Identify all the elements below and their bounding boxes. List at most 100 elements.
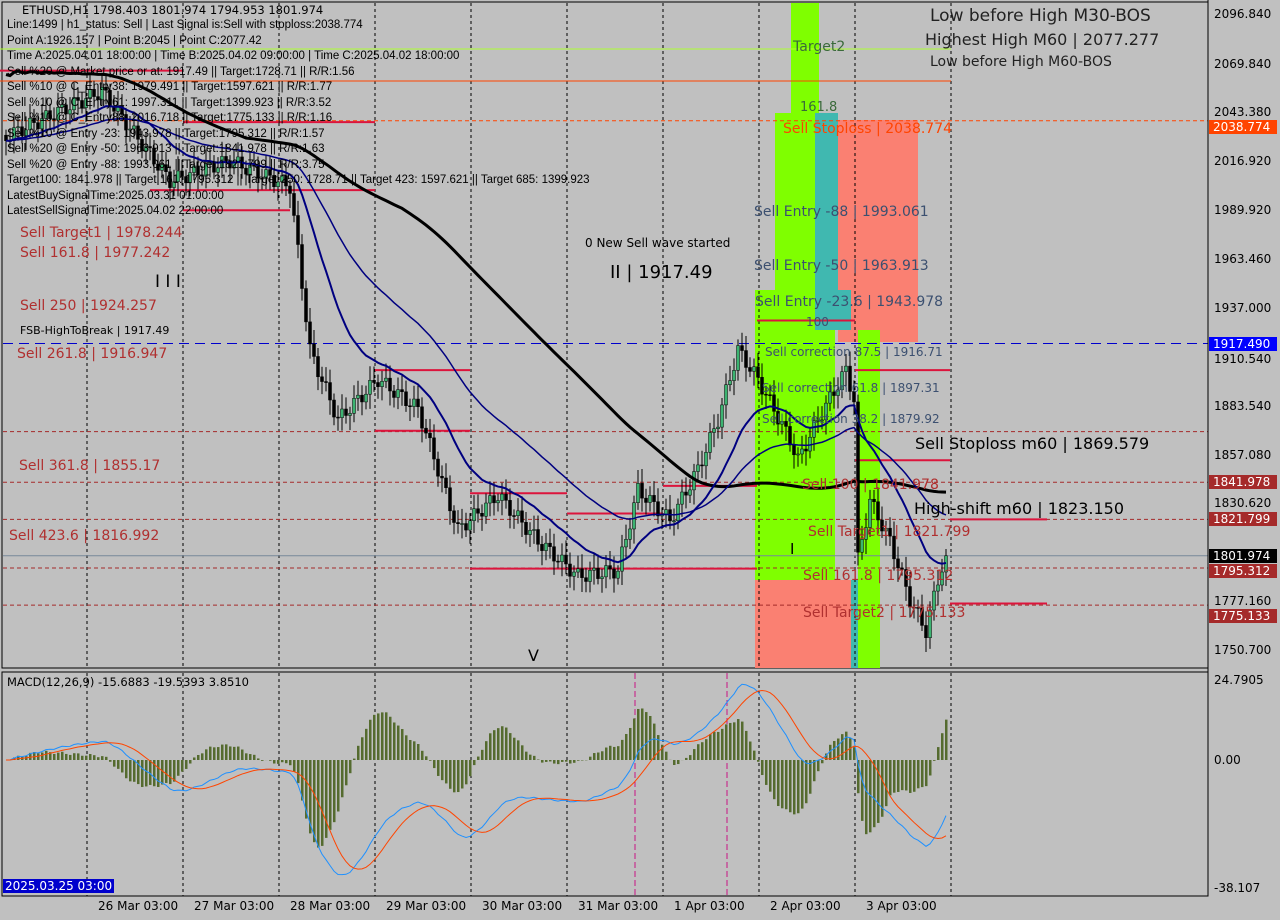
macd-histogram-bar (41, 752, 44, 760)
bull-candle (648, 495, 652, 503)
candle (844, 353, 848, 387)
bull-candle (468, 520, 472, 531)
macd-histogram-bar (313, 760, 316, 843)
candle (32, 109, 36, 135)
bear-candle (904, 569, 908, 587)
bull-candle (516, 510, 520, 516)
candle (764, 385, 768, 410)
bull-candle (616, 570, 620, 579)
sell-100-label: Sell 100 | 1841.978 (802, 477, 939, 493)
candle (692, 463, 696, 505)
macd-histogram-bar (301, 760, 304, 801)
bull-candle (56, 107, 60, 121)
candle (544, 533, 548, 561)
bull-candle (624, 539, 628, 548)
bear-candle (200, 174, 204, 177)
bear-candle (96, 96, 100, 100)
bear-candle (852, 391, 856, 403)
candle (336, 405, 340, 431)
candle (248, 151, 252, 189)
macd-histogram-bar (525, 751, 528, 760)
candle (404, 380, 408, 412)
candle (688, 479, 692, 503)
macd-histogram-bar (749, 741, 752, 760)
candle (628, 517, 632, 550)
bull-candle (460, 523, 464, 525)
candle (476, 494, 480, 523)
macd-histogram-bar (33, 752, 36, 760)
correction-875-label: Sell correction 87.5 | 1916.71 (765, 345, 943, 359)
candle (560, 543, 564, 577)
macd-histogram-bar (445, 760, 448, 784)
macd-histogram-bar (225, 744, 228, 760)
bear-candle (504, 493, 508, 501)
bear-candle (324, 381, 328, 383)
price-axis-label: 1963.460 (1214, 252, 1272, 267)
stop-zone (755, 580, 851, 668)
macd-histogram-bar (869, 760, 872, 833)
macd-histogram-bar (773, 760, 776, 800)
macd-histogram-bar (89, 754, 92, 760)
macd-histogram-bar (709, 734, 712, 760)
candle (832, 377, 836, 409)
bear-candle (912, 606, 916, 609)
candle (88, 75, 92, 110)
correction-382-label: Sell correction 38.2 | 1879.92 (762, 412, 940, 426)
candle (488, 481, 492, 517)
candle (604, 555, 608, 589)
sell-stoploss-label: Sell Stoploss | 2038.774 (783, 121, 953, 137)
macd-histogram-bar (781, 760, 784, 809)
candle (912, 596, 916, 619)
macd-histogram-bar (521, 745, 524, 760)
macd-histogram-bar (269, 760, 272, 761)
macd-histogram-bar (221, 744, 224, 760)
macd-histogram-bar (909, 760, 912, 793)
macd-histogram-bar (725, 724, 728, 760)
zones (755, 3, 918, 668)
bear-candle (392, 390, 396, 398)
bear-candle (540, 544, 544, 551)
info-panel: Line:1499 | h1_status: Sell | Last Signa… (7, 18, 590, 220)
bear-candle (440, 475, 444, 479)
macd-histogram-bar (165, 760, 168, 783)
time-cursor-label: 2025.03.25 03:00 (3, 879, 115, 893)
candle (612, 556, 616, 593)
macd-histogram-bar (205, 749, 208, 760)
macd-histogram-bar (717, 731, 720, 760)
macd-histogram-bar (633, 718, 636, 760)
sell-target1-label: Sell Target1 | 1821.799 (808, 524, 971, 540)
candle (508, 488, 512, 529)
bull-candle (144, 146, 148, 152)
macd-histogram-bar (677, 760, 680, 765)
bull-candle (940, 571, 944, 586)
candle (824, 395, 828, 435)
macd-histogram-bar (641, 708, 644, 760)
entry-zone (815, 290, 851, 330)
candle (572, 565, 576, 591)
macd-histogram-bar (789, 760, 792, 813)
macd-histogram-bar (117, 760, 120, 769)
bull-candle (248, 164, 252, 175)
macd-histogram-bar (929, 760, 932, 776)
candle (364, 385, 368, 410)
bull-candle (412, 398, 416, 407)
candle (104, 74, 108, 105)
bull-candle (864, 527, 868, 540)
candle (720, 398, 724, 439)
candle (424, 419, 428, 439)
stop-zone (838, 120, 918, 342)
macd-histogram-bar (813, 760, 816, 782)
candle (464, 512, 468, 538)
candle (932, 581, 936, 621)
macd-histogram-bar (133, 760, 136, 782)
bull-candle (752, 366, 756, 372)
candle (632, 495, 636, 544)
macd-histogram-bar (209, 746, 212, 760)
bear-candle (444, 477, 448, 488)
bear-candle (872, 498, 876, 502)
macd-histogram-bar (529, 754, 532, 760)
macd-histogram-bar (357, 745, 360, 760)
candle (168, 165, 172, 201)
candle (928, 601, 932, 649)
